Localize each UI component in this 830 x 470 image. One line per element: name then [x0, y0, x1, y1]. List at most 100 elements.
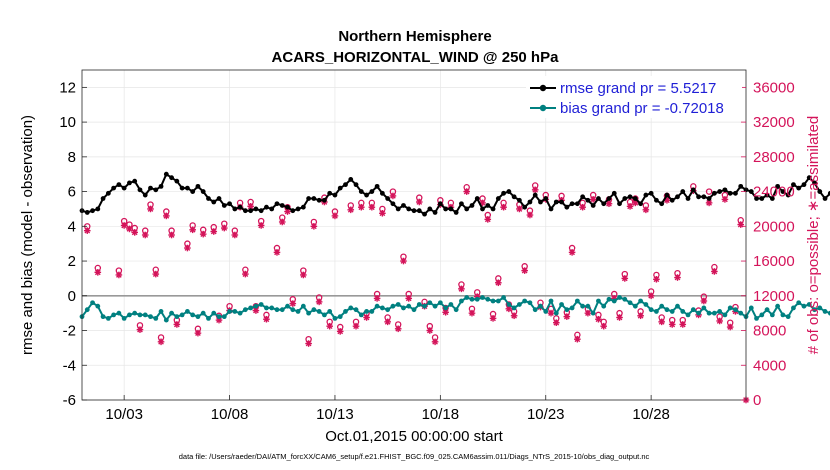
x-tick-label: 10/28 — [632, 406, 670, 423]
rmse-point — [569, 201, 575, 207]
x-tick-label: 10/23 — [527, 406, 565, 423]
assimilated-marker-stroke — [189, 226, 196, 233]
assimilated-obs-marker — [589, 196, 597, 203]
bias-point — [648, 307, 654, 313]
bias-point — [722, 312, 728, 318]
rmse-point — [374, 183, 380, 189]
bias-point — [369, 309, 375, 314]
assimilated-marker-stroke — [648, 292, 655, 299]
left-tick-label: 6 — [68, 184, 76, 201]
assimilated-obs-marker — [358, 203, 365, 211]
rmse-point — [748, 189, 754, 194]
rmse-point — [627, 194, 633, 200]
bias-point — [195, 314, 201, 320]
rmse-point — [669, 197, 675, 203]
rmse-point — [195, 183, 201, 189]
bias-point — [385, 307, 391, 313]
bias-point — [690, 307, 696, 313]
rmse-point — [559, 199, 564, 205]
assimilated-obs-marker — [616, 314, 623, 321]
rmse-point — [701, 194, 707, 200]
bias-point — [100, 314, 106, 320]
bias-point — [553, 310, 559, 316]
bias-point — [285, 303, 290, 309]
rmse-point — [437, 201, 443, 207]
plot-frame — [81, 69, 747, 401]
assimilated-marker-stroke — [737, 221, 744, 228]
bias-point — [511, 305, 517, 311]
bias-point — [148, 314, 153, 320]
bias-point — [337, 314, 343, 320]
bias-point — [717, 309, 723, 314]
rmse-point — [474, 196, 480, 201]
rmse-point — [485, 203, 491, 208]
bias-point — [132, 310, 138, 316]
rmse-point — [285, 204, 290, 210]
rmse-point — [654, 197, 659, 203]
bias-point — [322, 312, 327, 318]
rmse-point — [675, 194, 680, 200]
assimilated-marker-stroke — [374, 295, 380, 302]
assimilated-obs-marker — [347, 206, 355, 214]
assimilated-obs-marker — [284, 208, 291, 215]
rmse-point — [764, 192, 770, 198]
bias-point — [290, 307, 296, 313]
rmse-point — [506, 189, 512, 194]
rmse-point — [337, 185, 343, 191]
legend-box — [526, 76, 742, 118]
assimilated-marker-stroke — [158, 338, 164, 345]
grid-lines — [82, 70, 746, 401]
rmse-point — [211, 199, 217, 205]
right-tick-label: 20000 — [753, 218, 795, 235]
assimilated-obs-marker — [331, 212, 339, 220]
assimilated-marker-stroke — [173, 321, 180, 328]
rmse-point — [596, 196, 601, 201]
bias-point — [601, 303, 607, 309]
bias-point — [395, 302, 401, 307]
bias-point — [127, 312, 132, 318]
assimilated-obs-marker — [300, 271, 307, 279]
assimilated-obs-marker — [679, 321, 687, 328]
bias-point — [638, 298, 644, 304]
rmse-point — [801, 182, 807, 188]
bias-point — [158, 309, 164, 314]
assimilated-marker-stroke — [669, 321, 676, 328]
bias-point — [358, 312, 364, 318]
rmse-point — [290, 208, 296, 214]
bias-point — [780, 312, 786, 318]
assimilated-obs-marker — [468, 309, 476, 317]
bias-point — [364, 309, 369, 314]
assimilated-obs-marker — [653, 275, 660, 283]
assimilated-marker-stroke — [142, 232, 149, 238]
rmse-point — [632, 196, 638, 201]
bias-point — [279, 307, 285, 313]
assimilated-marker-stroke — [289, 300, 296, 307]
assimilated-obs-marker — [484, 216, 492, 223]
rmse-point — [680, 189, 686, 194]
bias-point — [538, 303, 543, 309]
assimilated-marker-stroke — [463, 188, 470, 195]
bias-point — [632, 303, 638, 309]
rmse-point — [353, 182, 359, 188]
assimilated-obs-marker — [463, 188, 470, 195]
bias-point — [411, 307, 417, 313]
bias-point — [258, 302, 264, 307]
bias-point — [448, 302, 454, 307]
rmse-point — [232, 206, 238, 212]
assimilated-marker-stroke — [195, 330, 201, 337]
bias-point — [548, 298, 554, 304]
assimilated-marker-stroke — [569, 249, 575, 256]
assimilated-obs-marker — [510, 312, 518, 320]
bias-point — [506, 302, 512, 307]
rmse-point — [174, 178, 180, 184]
assimilated-marker-stroke — [358, 204, 365, 211]
chart-title: Northern Hemisphere — [338, 28, 491, 45]
assimilated-obs-marker — [147, 205, 154, 213]
rmse-point — [221, 203, 227, 208]
assimilated-obs-marker — [94, 269, 102, 276]
plot-area — [82, 70, 746, 400]
rmse-point — [817, 189, 823, 194]
rmse-point — [206, 196, 211, 201]
assimilated-marker-stroke — [616, 314, 623, 321]
right-tick-label: 24000 — [753, 184, 795, 201]
